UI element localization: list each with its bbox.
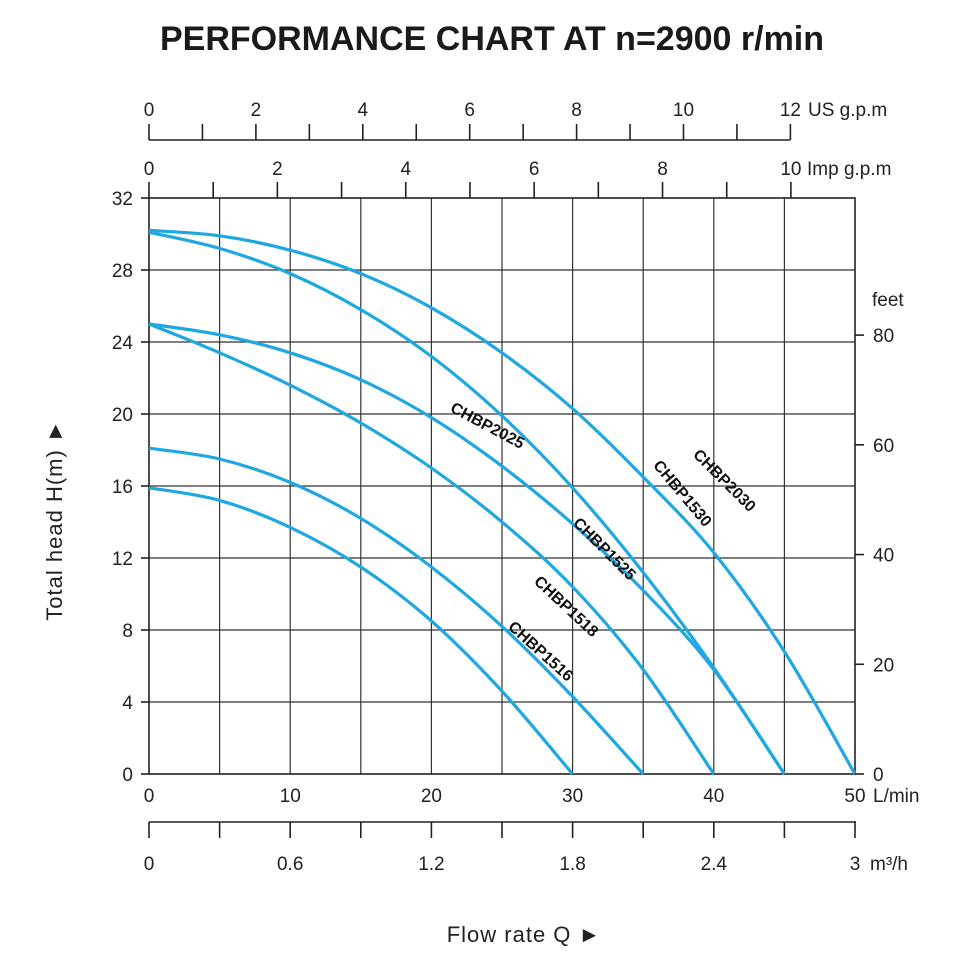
curve-chbp2025 — [148, 322, 786, 775]
chart-title: PERFORMANCE CHART AT n=2900 r/min — [160, 20, 824, 58]
feet-axis-label: feet — [872, 290, 904, 311]
imp-gpm-tick-label: 6 — [529, 159, 540, 180]
grid — [149, 198, 855, 774]
us-gpm-tick-label: 8 — [571, 100, 582, 121]
y-tick-label: 24 — [112, 333, 134, 354]
feet-tick-label: 80 — [873, 326, 894, 347]
curve-chbp2030 — [148, 228, 857, 775]
curve-chbp1525 — [148, 322, 716, 775]
y-tick-label: 28 — [112, 261, 133, 282]
x-axis-lmin: 0 10 20 30 40 50 — [144, 786, 866, 807]
us-gpm-tick-label: 6 — [464, 100, 475, 121]
x-tick-label: 40 — [703, 786, 724, 807]
x-axis-m3h: 0 0.6 1.2 1.8 2.4 3 — [144, 822, 861, 875]
imp-gpm-tick-label: 4 — [400, 159, 411, 180]
x-tick-label: 0 — [144, 786, 155, 807]
imp-gpm-unit: Imp g.p.m — [807, 159, 891, 180]
x-axis-us-gpm: 0 2 4 6 8 10 12 — [144, 100, 801, 140]
feet-tick-label: 40 — [873, 546, 894, 567]
x-axis-title: Flow rate Q ► — [447, 922, 602, 947]
curve-label-chbp1516: CHBP1516 — [505, 618, 577, 685]
curve-chbp1516 — [148, 486, 574, 776]
x-tick-label: 30 — [562, 786, 583, 807]
m3h-tick-label: 1.8 — [559, 854, 585, 875]
imp-gpm-tick-label: 0 — [144, 159, 155, 180]
feet-tick-label: 20 — [873, 655, 894, 676]
y-tick-label: 16 — [112, 477, 133, 498]
x-tick-label: 50 — [844, 786, 865, 807]
curve-chbp1518 — [148, 446, 645, 776]
lmin-unit: L/min — [873, 786, 919, 807]
y-axis-feet: 0 20 40 60 80 — [855, 326, 894, 786]
y-tick-label: 32 — [112, 189, 133, 210]
y-tick-label: 12 — [112, 549, 133, 570]
us-gpm-tick-label: 2 — [251, 100, 262, 121]
y-tick-label: 4 — [122, 693, 133, 714]
y-tick-label: 20 — [112, 405, 133, 426]
feet-tick-label: 0 — [873, 765, 884, 786]
curves — [148, 228, 857, 776]
m3h-tick-label: 0.6 — [277, 854, 303, 875]
y-axis-title: Total head H(m) ► — [42, 419, 67, 620]
x-axis-imp-gpm: 0 2 4 6 8 10 — [144, 159, 801, 198]
feet-tick-label: 60 — [873, 436, 894, 457]
x-tick-label: 20 — [421, 786, 442, 807]
m3h-tick-label: 0 — [144, 854, 155, 875]
imp-gpm-tick-label: 2 — [272, 159, 283, 180]
x-tick-label: 10 — [280, 786, 301, 807]
m3h-tick-label: 1.2 — [418, 854, 444, 875]
us-gpm-tick-label: 0 — [144, 100, 155, 121]
us-gpm-tick-label: 10 — [673, 100, 694, 121]
us-gpm-unit: US g.p.m — [808, 100, 887, 121]
m3h-unit: m³/h — [870, 854, 908, 875]
y-tick-label: 8 — [122, 621, 133, 642]
m3h-tick-label: 2.4 — [701, 854, 728, 875]
y-axis-head: 0 4 8 12 16 20 24 28 32 — [112, 189, 149, 786]
us-gpm-tick-label: 4 — [358, 100, 369, 121]
y-tick-label: 0 — [122, 765, 133, 786]
us-gpm-tick-label: 12 — [780, 100, 801, 121]
curve-labels: CHBP1516CHBP1518CHBP1525CHBP2025CHBP1530… — [447, 400, 758, 686]
m3h-tick-label: 3 — [850, 854, 861, 875]
imp-gpm-tick-label: 10 — [780, 159, 801, 180]
imp-gpm-tick-label: 8 — [657, 159, 668, 180]
curve-chbp1530 — [148, 230, 786, 775]
